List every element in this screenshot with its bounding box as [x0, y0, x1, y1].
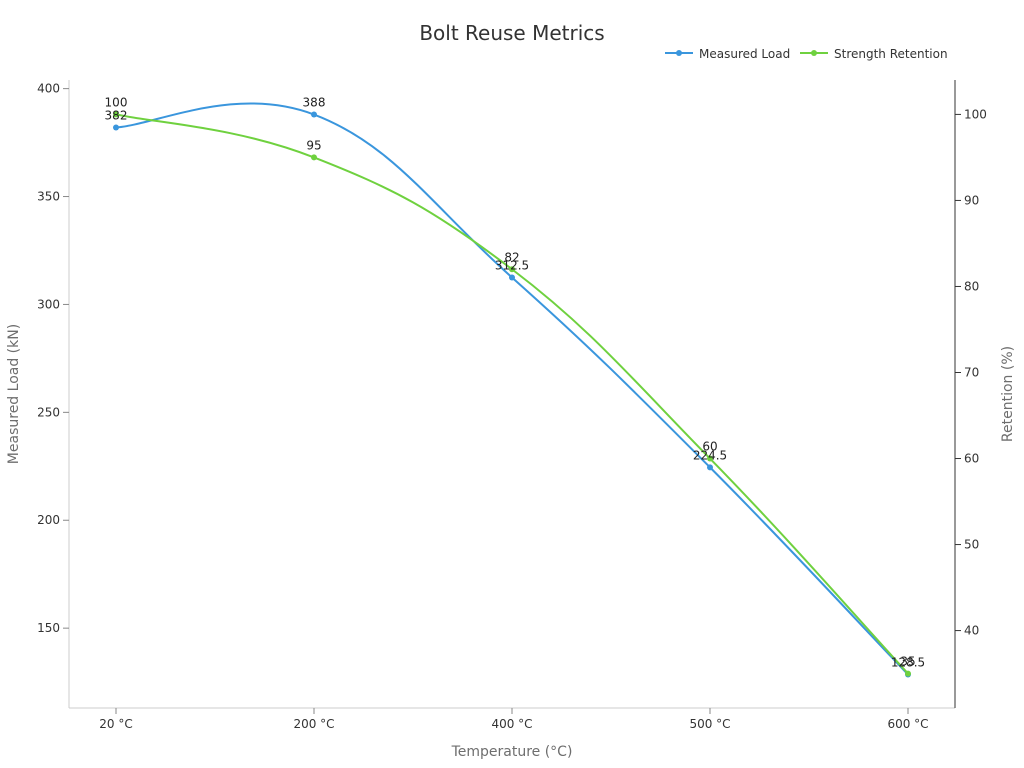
data-point-measured-load: [113, 124, 119, 131]
data-label-measured-load: 128.5: [891, 656, 925, 670]
data-label-strength-retention: 82: [504, 250, 519, 264]
data-point-strength-retention: [113, 111, 119, 118]
x-tick-label: 600 °C: [887, 717, 928, 731]
y-left-tick-label: 150: [37, 621, 60, 635]
data-point-strength-retention: [311, 154, 317, 161]
x-axis-title: Temperature (°C): [451, 744, 573, 760]
series-line-strength-retention: [115, 113, 909, 675]
y-right-tick-label: 60: [964, 452, 979, 466]
data-label-measured-load: 312.5: [495, 258, 529, 272]
y-axis-right-title: Retention (%): [1000, 346, 1016, 442]
y-left-tick-label: 300: [37, 297, 60, 311]
y-axis-left-title: Measured Load (kN): [6, 324, 22, 464]
series-line-measured-load: [115, 102, 909, 676]
data-label-strength-retention: 35: [900, 655, 915, 669]
series-points: [113, 111, 911, 678]
data-label-measured-load: 224.5: [693, 448, 727, 462]
legend-label: Strength Retention: [834, 47, 948, 61]
y-left-tick-label: 250: [37, 405, 60, 419]
data-labels: 382 388 312.5 224.5 128.5 100 95 82 60 35: [105, 95, 926, 669]
series-lines: [115, 102, 909, 676]
data-point-strength-retention: [509, 266, 515, 273]
y-right-tick-label: 100: [964, 107, 987, 121]
y-left-tick-label: 400: [37, 82, 60, 96]
chart-title: Bolt Reuse Metrics: [419, 21, 604, 45]
legend-label: Measured Load: [699, 47, 790, 61]
data-point-measured-load: [311, 111, 317, 118]
data-label-strength-retention: 60: [702, 440, 717, 454]
data-label-strength-retention: 95: [306, 138, 321, 152]
legend[interactable]: Measured Load Strength Retention: [665, 47, 948, 61]
data-point-strength-retention: [905, 670, 911, 677]
data-point-measured-load: [509, 274, 515, 281]
x-tick-label: 200 °C: [293, 717, 334, 731]
x-tick-label: 20 °C: [99, 717, 132, 731]
data-point-strength-retention: [707, 455, 713, 462]
y-right-tick-label: 70: [964, 365, 979, 379]
axes: 150 200 250 300 350 400 40 50 60 70 80 90 100 20 °C 20…: [37, 80, 987, 731]
y-right-tick-label: 50: [964, 538, 979, 552]
y-left-tick-label: 200: [37, 513, 60, 527]
y-left-tick-label: 350: [37, 190, 60, 204]
y-right-tick-label: 40: [964, 624, 979, 638]
y-right-tick-label: 90: [964, 193, 979, 207]
legend-swatch-marker: [811, 50, 817, 56]
data-label-measured-load: 388: [303, 96, 326, 110]
y-right-tick-label: 80: [964, 279, 979, 293]
x-tick-label: 500 °C: [689, 717, 730, 731]
legend-item-strength-retention[interactable]: Strength Retention: [800, 47, 948, 61]
data-point-measured-load: [707, 464, 713, 471]
legend-swatch-marker: [676, 50, 682, 56]
data-label-measured-load: 382: [105, 108, 128, 122]
legend-item-measured-load[interactable]: Measured Load: [665, 47, 790, 61]
x-tick-label: 400 °C: [491, 717, 532, 731]
data-label-strength-retention: 100: [105, 95, 128, 109]
